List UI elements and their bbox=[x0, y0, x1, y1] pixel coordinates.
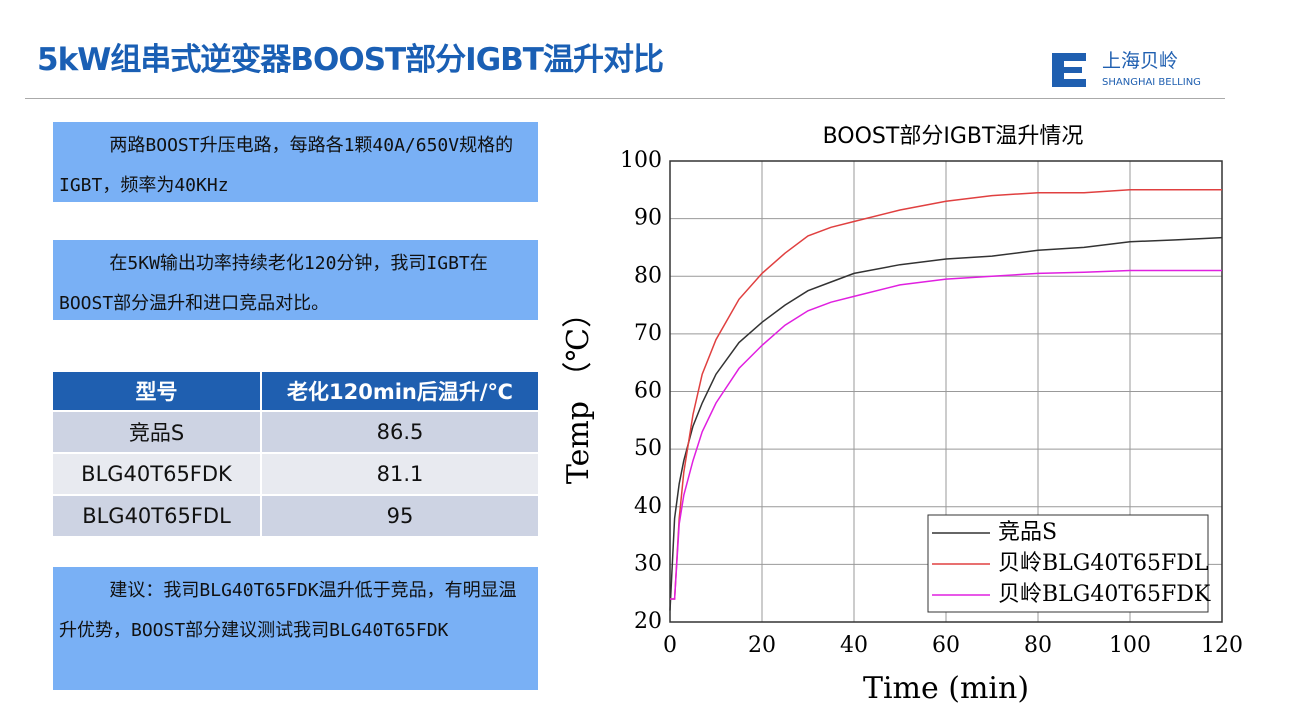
row: BLG40T65FDK 81.1 bbox=[53, 454, 538, 494]
legend-label: 竞品S bbox=[998, 520, 1057, 545]
y-tick-label: 80 bbox=[634, 263, 662, 288]
x-tick-label: 80 bbox=[1024, 633, 1052, 658]
y-tick-label: 40 bbox=[634, 494, 662, 519]
header-row: 型号 老化120min后温升/℃ bbox=[53, 372, 538, 410]
series-line bbox=[670, 269, 1222, 600]
logo-en: SHANGHAI BELLING bbox=[1102, 77, 1201, 88]
logo-mark bbox=[1052, 53, 1086, 87]
x-axis-label: Time (min) bbox=[863, 671, 1029, 706]
legend-label: 贝岭BLG40T65FDK bbox=[998, 582, 1211, 607]
x-tick-label: 100 bbox=[1109, 633, 1151, 658]
x-tick-label: 60 bbox=[932, 633, 960, 658]
x-tick-label: 120 bbox=[1201, 633, 1243, 658]
note: 两路BOOST升压电路，每路各1颗40A/650V规格的IGBT，频率为40KH… bbox=[53, 122, 538, 202]
logo: 上海贝岭 SHANGHAI BELLING bbox=[1052, 50, 1201, 88]
note: 建议：我司BLG40T65FDK温升低于竞品，有明显温升优势，BOOST部分建议… bbox=[53, 567, 538, 690]
y-axis-label: Temp （℃） bbox=[561, 298, 596, 484]
cell: BLG40T65FDL bbox=[53, 496, 262, 536]
series-line bbox=[670, 189, 1222, 600]
y-tick-label: 50 bbox=[634, 436, 662, 461]
result-table: 型号 老化120min后温升/℃ 竞品S 86.5 BLG40T65FDK 81.1 … bbox=[53, 370, 538, 538]
y-tick-label: 70 bbox=[634, 321, 662, 346]
cell: 81.1 bbox=[262, 454, 538, 494]
legend-label: 贝岭BLG40T65FDL bbox=[998, 551, 1209, 576]
row: BLG40T65FDL 95 bbox=[53, 496, 538, 536]
column-header: 老化120min后温升/℃ bbox=[262, 372, 538, 410]
y-tick-label: 30 bbox=[634, 551, 662, 576]
divider bbox=[25, 98, 1225, 99]
plot-frame bbox=[669, 160, 1223, 623]
x-tick-label: 0 bbox=[663, 633, 677, 658]
cell: BLG40T65FDK bbox=[53, 454, 262, 494]
cell: 竞品S bbox=[53, 412, 262, 452]
note: 在5KW输出功率持续老化120分钟，我司IGBT在BOOST部分温升和进口竞品对… bbox=[53, 240, 538, 320]
x-tick-label: 20 bbox=[748, 633, 776, 658]
x-tick-label: 40 bbox=[840, 633, 868, 658]
y-tick-label: 100 bbox=[620, 148, 662, 173]
slide-title: 5kW组串式逆变器BOOST部分IGBT温升对比 bbox=[37, 42, 664, 78]
logo-cn: 上海贝岭 bbox=[1102, 50, 1178, 72]
cell: 86.5 bbox=[262, 412, 538, 452]
y-tick-label: 90 bbox=[634, 206, 662, 231]
row: 竞品S 86.5 bbox=[53, 412, 538, 452]
y-tick-label: 60 bbox=[634, 379, 662, 404]
cell: 95 bbox=[262, 496, 538, 536]
column-header: 型号 bbox=[53, 372, 262, 410]
y-tick-label: 20 bbox=[634, 609, 662, 634]
chart-title: BOOST部分IGBT温升情况 bbox=[823, 124, 1084, 149]
